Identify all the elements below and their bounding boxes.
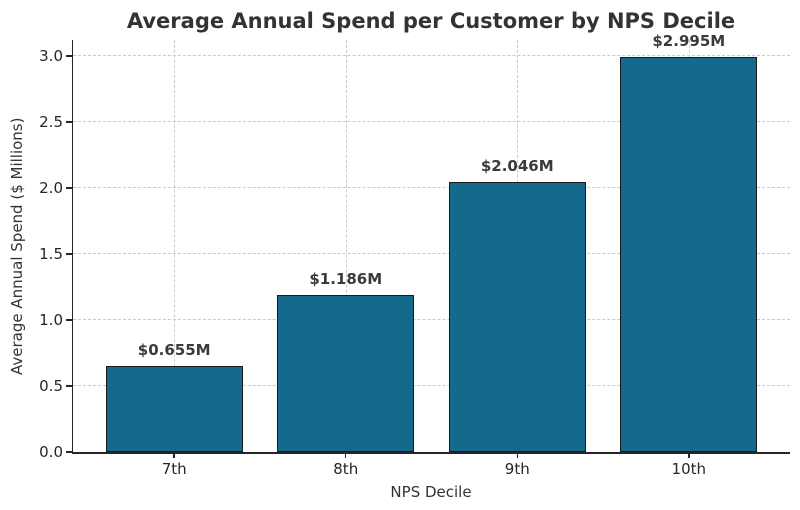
y-tick-mark [66, 451, 72, 453]
h-gridline [73, 252, 790, 254]
v-gridline [174, 40, 176, 452]
h-gridline [73, 318, 790, 320]
y-tick-label: 1.5 [39, 244, 63, 263]
y-tick-label: 3.0 [39, 46, 63, 65]
x-tick-label: 7th [161, 460, 187, 478]
chart-title: Average Annual Spend per Customer by NPS… [126, 9, 736, 33]
x-tick-mark [516, 452, 518, 458]
x-tick-mark [344, 452, 347, 458]
x-tick-label: 10th [671, 460, 707, 478]
y-tick-mark [66, 121, 72, 123]
h-gridline [73, 54, 790, 56]
bar [448, 181, 586, 452]
y-tick-label: 1.0 [39, 310, 63, 329]
y-tick-mark [66, 187, 72, 189]
y-tick-label: 0.5 [39, 376, 63, 395]
bar-value-label: $2.046M [480, 156, 554, 175]
y-axis-spine [71, 40, 73, 454]
bar [620, 56, 758, 452]
bar-value-label: $1.186M [309, 270, 383, 289]
bar-value-label: $0.655M [137, 340, 211, 359]
x-tick-mark [688, 452, 690, 458]
bar-value-label: $2.995M [652, 31, 726, 50]
h-gridline [73, 186, 790, 188]
x-axis-spine [71, 452, 790, 454]
y-tick-label: 2.0 [39, 178, 63, 197]
bar [277, 295, 415, 452]
y-tick-mark [66, 319, 72, 321]
plot-area: $0.655M $1.186M $2.046M $2.995M [73, 32, 790, 452]
v-gridline [345, 40, 347, 452]
y-tick-label: 2.5 [39, 112, 63, 131]
h-gridline [73, 384, 790, 386]
y-tick-mark [66, 385, 72, 387]
y-tick-mark [66, 253, 72, 255]
y-tick-label: 0.0 [39, 443, 63, 461]
x-tick-mark [173, 452, 175, 458]
x-axis-label: NPS Decile [390, 483, 472, 501]
x-tick-label: 8th [333, 460, 359, 478]
h-gridline [73, 120, 790, 122]
bar [105, 365, 243, 452]
x-tick-label: 9th [504, 460, 530, 478]
y-tick-mark [66, 55, 72, 57]
